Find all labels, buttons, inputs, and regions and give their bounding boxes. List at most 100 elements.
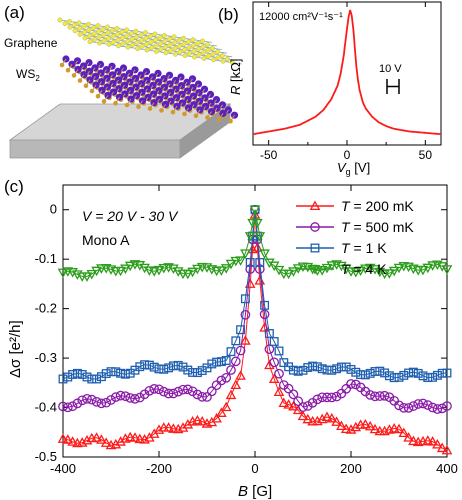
carbon-atom xyxy=(171,34,177,40)
panel-b-width-annotation: 10 V xyxy=(379,63,402,75)
data-point-triangle-down xyxy=(264,258,275,269)
data-point-triangle-down xyxy=(91,266,102,277)
data-point-square xyxy=(236,325,246,335)
data-point-triangle-down xyxy=(249,205,261,216)
data-point-square xyxy=(240,294,250,304)
data-point-circle xyxy=(394,400,404,411)
data-point-triangle-up xyxy=(302,413,314,424)
data-point-triangle-up xyxy=(115,436,126,446)
data-point-circle xyxy=(235,345,246,356)
data-point-circle xyxy=(192,389,203,400)
data-point-triangle-up xyxy=(182,419,194,429)
data-point-square xyxy=(303,363,313,372)
data-point-triangle-up xyxy=(321,411,333,422)
data-point-square xyxy=(183,365,193,375)
carbon-atom xyxy=(200,38,205,44)
carbon-atom xyxy=(201,50,206,55)
carbon-atom xyxy=(119,29,125,35)
carbon-atom xyxy=(192,54,197,60)
carbon-atom xyxy=(134,40,140,46)
substrate-slab xyxy=(8,103,232,159)
data-point-triangle-down xyxy=(168,264,179,275)
carbon-atom xyxy=(125,44,131,50)
carbon-atom xyxy=(72,22,77,28)
data-point-triangle-down xyxy=(340,264,352,275)
data-point-circle xyxy=(274,368,284,379)
data-point-circle xyxy=(298,402,308,412)
panel-c-y-tick-label: -0.2 xyxy=(35,301,57,316)
panel-c-y-tick-label: -0.1 xyxy=(35,251,57,266)
panel-c-voltage-annotation: V = 20 V - 30 V xyxy=(82,208,179,224)
panel-b-x-tick-label: -50 xyxy=(260,148,278,162)
data-point-circle xyxy=(442,401,452,411)
carbon-atom xyxy=(191,43,196,48)
ws2-label: WS2 xyxy=(16,67,40,83)
data-point-square xyxy=(96,372,106,382)
data-point-triangle-up xyxy=(336,420,347,431)
data-point-triangle-up xyxy=(441,444,453,455)
data-point-triangle-up xyxy=(369,423,381,434)
panel-b-width-bar xyxy=(386,79,400,94)
data-point-square xyxy=(399,370,409,380)
data-point-triangle-up xyxy=(91,432,102,442)
carbon-atom xyxy=(167,36,172,42)
carbon-atom xyxy=(110,34,116,39)
panel-c-label: (c) xyxy=(4,177,24,196)
data-point-triangle-down xyxy=(412,266,424,276)
data-point-triangle-up xyxy=(309,200,321,211)
carbon-atom xyxy=(181,41,187,47)
data-point-triangle-up xyxy=(230,379,242,390)
data-point-square xyxy=(380,368,390,378)
panel-c-x-tick-label: 400 xyxy=(436,461,458,476)
data-point-triangle-up xyxy=(100,437,112,447)
data-point-circle xyxy=(437,403,448,414)
carbon-atom xyxy=(96,34,102,40)
ws2-bond xyxy=(207,111,212,118)
panel-b: (b) -50 0 50 12000 cm²V⁻¹s⁻¹ 10 V Vg [V] R… xyxy=(218,1,442,177)
data-point-circle xyxy=(302,401,313,411)
data-point-circle xyxy=(293,396,304,407)
carbon-atom xyxy=(220,53,225,58)
carbon-atom xyxy=(129,31,134,36)
carbon-atom xyxy=(101,38,107,44)
data-point-circle xyxy=(221,372,232,383)
carbon-atom xyxy=(182,53,188,58)
carbon-atom xyxy=(87,33,92,39)
carbon-atom xyxy=(130,42,135,48)
carbon-atom xyxy=(190,37,196,42)
data-point-square xyxy=(418,371,428,381)
carbon-atom xyxy=(172,46,178,51)
ws2-bond xyxy=(103,95,109,102)
panel-b-ylabel: R [kΩ] xyxy=(228,59,243,95)
panel-b-x-tick-label: 50 xyxy=(419,148,433,162)
carbon-atom xyxy=(172,40,177,45)
data-point-triangle-up xyxy=(436,442,448,453)
carbon-atom xyxy=(133,28,139,34)
carbon-atom xyxy=(138,32,144,38)
data-point-circle xyxy=(264,344,275,355)
data-point-square xyxy=(310,243,320,253)
carbon-atom xyxy=(100,26,106,32)
carbon-atom xyxy=(135,46,140,51)
data-point-circle xyxy=(360,386,371,397)
carbon-atom xyxy=(92,37,97,42)
data-point-triangle-down xyxy=(230,256,242,267)
carbon-atom xyxy=(129,36,135,42)
data-point-triangle-up xyxy=(216,407,227,417)
carbon-atom xyxy=(77,26,82,31)
carbon-atom xyxy=(81,23,87,29)
data-point-circle xyxy=(427,402,438,413)
carbon-atom xyxy=(153,37,158,43)
carbon-atom xyxy=(139,38,144,43)
data-point-square xyxy=(312,362,322,372)
carbon-atom xyxy=(168,48,173,53)
carbon-atom xyxy=(86,27,92,33)
data-point-square xyxy=(101,369,111,379)
panel-c-x-tick-label: 0 xyxy=(251,461,258,476)
data-point-triangle-down xyxy=(369,265,381,275)
data-point-square xyxy=(207,359,217,369)
data-point-triangle-down xyxy=(288,267,299,277)
carbon-atom xyxy=(182,47,187,53)
data-point-square xyxy=(317,364,327,374)
